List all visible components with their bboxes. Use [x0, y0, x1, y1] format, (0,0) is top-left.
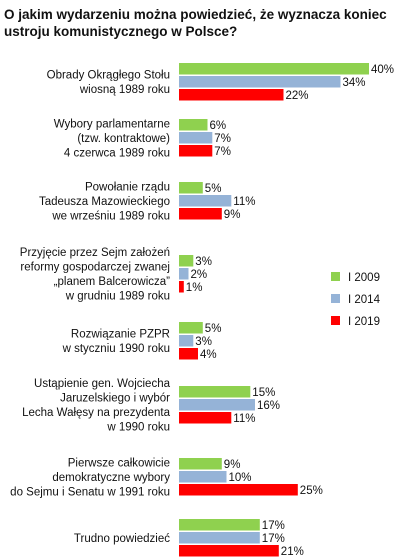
- bar: [179, 519, 260, 531]
- category-label: Powołanie rządu: [85, 181, 170, 193]
- data-label: 7%: [214, 133, 231, 145]
- bar: [179, 255, 194, 267]
- legend-swatch: [331, 294, 340, 303]
- bar: [179, 399, 255, 411]
- bar: [179, 281, 184, 293]
- category-label: we wrześniu 1989 roku: [51, 210, 170, 222]
- bar: [179, 208, 222, 220]
- data-label: 5%: [205, 183, 222, 195]
- data-label: 2%: [191, 269, 208, 281]
- bar: [179, 532, 260, 544]
- bar: [179, 348, 198, 360]
- category-label: w grudniu 1989 roku: [65, 291, 170, 303]
- bar: [179, 335, 194, 347]
- bar: [179, 63, 369, 75]
- bar: [179, 458, 222, 470]
- data-label: 16%: [257, 400, 280, 412]
- legend-label: I 2009: [348, 272, 380, 284]
- category-label: Obrady Okrągłego Stołu: [47, 70, 170, 82]
- category-label: Ustąpienie gen. Wojciecha: [34, 378, 171, 390]
- bar: [179, 471, 227, 483]
- data-label: 17%: [262, 533, 285, 545]
- data-label: 34%: [343, 77, 366, 89]
- chart-title: O jakim wydarzeniu można powiedzieć, że …: [4, 7, 387, 39]
- category-label: reformy gospodarczej zwanej: [20, 262, 170, 274]
- data-label: 11%: [233, 413, 255, 425]
- data-label: 25%: [300, 485, 323, 497]
- data-label: 15%: [252, 387, 275, 399]
- category-label: Tadeusza Mazowieckiego: [39, 196, 170, 208]
- data-label: 1%: [186, 282, 203, 294]
- bar: [179, 76, 341, 88]
- category-label: w styczniu 1990 roku: [62, 343, 170, 355]
- data-label: 3%: [195, 336, 212, 348]
- category-label: Lecha Wałęsy na prezydenta: [22, 407, 170, 419]
- bar: [179, 412, 232, 424]
- data-label: 9%: [224, 209, 241, 221]
- category-label: do Sejmu i Senatu w 1991 roku: [10, 486, 170, 498]
- category-label: Jaruzelskiego i wybór: [60, 393, 170, 405]
- category-label: Trudno powiedzieć: [74, 533, 170, 545]
- data-label: 40%: [371, 64, 394, 76]
- legend-label: I 2014: [348, 294, 381, 306]
- category-label: „planem Balcerowicza”: [54, 276, 170, 288]
- data-label: 10%: [229, 472, 252, 484]
- bar: [179, 182, 203, 194]
- category-label: w 1990 roku: [106, 422, 170, 434]
- data-label: 17%: [262, 520, 285, 532]
- category-label: (tzw. kontraktowe): [77, 133, 170, 145]
- bar: [179, 132, 213, 144]
- category-label: wiosną 1989 roku: [79, 84, 170, 96]
- data-label: 6%: [210, 120, 227, 132]
- category-label: Wybory parlamentarne: [54, 118, 170, 130]
- legend-swatch: [331, 272, 340, 281]
- bar: [179, 386, 251, 398]
- legend-swatch: [331, 316, 340, 325]
- data-label: 4%: [200, 349, 217, 361]
- data-label: 22%: [286, 90, 309, 102]
- bar: [179, 322, 203, 334]
- data-label: 3%: [195, 256, 212, 268]
- bar: [179, 145, 213, 157]
- bar: [179, 195, 232, 207]
- category-label: Przyjęcie przez Sejm założeń: [20, 247, 170, 259]
- data-label: 7%: [214, 146, 231, 158]
- data-label: 5%: [205, 323, 222, 335]
- bar: [179, 119, 208, 131]
- bar: [179, 545, 279, 557]
- bar: [179, 89, 284, 101]
- category-label: demokratyczne wybory: [52, 472, 170, 484]
- data-label: 21%: [281, 546, 304, 557]
- data-label: 9%: [224, 459, 241, 471]
- category-label: Rozwiązanie PZPR: [71, 329, 170, 341]
- bar: [179, 268, 189, 280]
- data-label: 11%: [233, 196, 255, 208]
- legend-label: I 2019: [348, 316, 380, 328]
- bar: [179, 484, 298, 496]
- category-label: Pierwsze całkowicie: [68, 457, 170, 469]
- category-label: 4 czerwca 1989 roku: [64, 147, 170, 159]
